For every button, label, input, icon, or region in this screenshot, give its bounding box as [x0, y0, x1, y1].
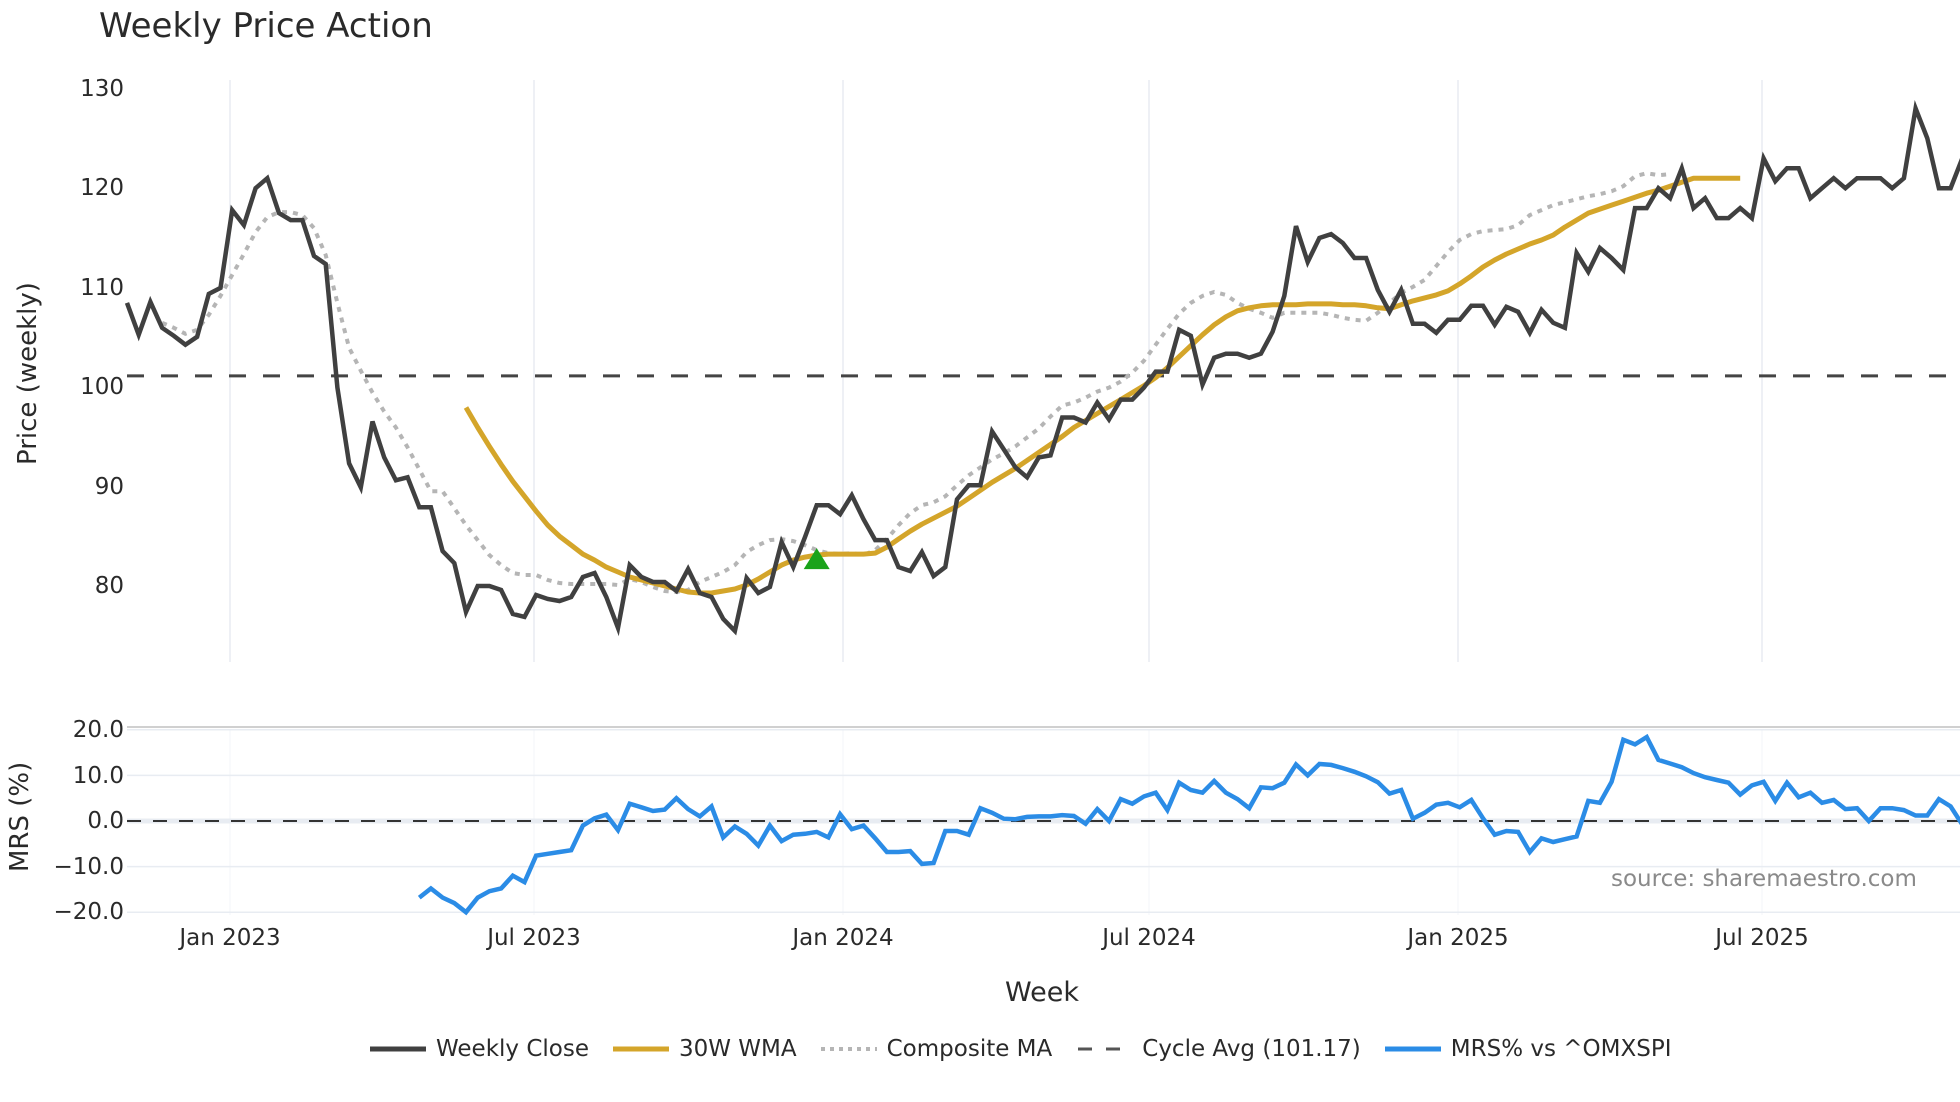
wma-line	[463, 175, 1741, 596]
legend-label: MRS% vs ^OMXSPI	[1450, 1036, 1672, 1062]
x-tick-jan-2024: Jan 2024	[792, 925, 894, 951]
legend-item-composite-ma[interactable]: Composite MA	[819, 1036, 1053, 1062]
legend-item-mrs[interactable]: MRS% vs ^OMXSPI	[1383, 1036, 1672, 1062]
mrs-tick-0: 0.0	[87, 808, 124, 834]
price-tick-130: 130	[80, 76, 124, 102]
x-tick-jan-2023: Jan 2023	[179, 925, 281, 951]
legend-label: 30W WMA	[678, 1036, 797, 1062]
solid-line-icon	[368, 1039, 428, 1059]
chart-title: Weekly Price Action	[99, 6, 433, 46]
legend-label: Cycle Avg (101.17)	[1142, 1036, 1361, 1062]
price-tick-100: 100	[80, 374, 124, 400]
legend-label: Composite MA	[886, 1036, 1053, 1062]
dashed-line-icon	[1074, 1039, 1134, 1059]
x-tick-jan-2025: Jan 2025	[1407, 925, 1509, 951]
legend-item-cycle-avg[interactable]: Cycle Avg (101.17)	[1074, 1036, 1361, 1062]
x-tick-jul-2023: Jul 2023	[487, 925, 581, 951]
buy-signal-triangle-icon	[803, 548, 830, 570]
price-axis-title: Price (weekly)	[13, 282, 43, 465]
mrs-tick-20: 20.0	[72, 717, 124, 743]
legend-label: Weekly Close	[436, 1036, 589, 1062]
legend-item-30w-wma[interactable]: 30W WMA	[611, 1036, 797, 1062]
legend: Weekly Close 30W WMA Composite MA Cycle …	[368, 1036, 1694, 1062]
price-tick-120: 120	[80, 175, 124, 201]
mrs-line	[417, 733, 1960, 916]
solid-line-icon	[611, 1039, 671, 1059]
x-axis-title: Week	[1005, 977, 1079, 1008]
mrs-tick-10: 10.0	[72, 763, 124, 789]
x-tick-jul-2024: Jul 2024	[1102, 925, 1196, 951]
mrs-tick-neg10: −10.0	[53, 854, 124, 880]
source-watermark: source: sharemaestro.com	[1611, 866, 1917, 892]
mrs-tick-neg20: −20.0	[53, 899, 124, 925]
solid-line-icon	[1383, 1039, 1443, 1059]
dotted-line-icon	[819, 1039, 879, 1059]
weekly-close-line	[124, 99, 1960, 637]
legend-item-weekly-close[interactable]: Weekly Close	[368, 1036, 589, 1062]
composite-ma-line	[161, 171, 1671, 595]
mrs-axis-title: MRS (%)	[5, 761, 35, 872]
x-tick-jul-2025: Jul 2025	[1715, 925, 1809, 951]
price-tick-80: 80	[94, 573, 124, 599]
price-tick-110: 110	[80, 275, 124, 301]
price-tick-90: 90	[94, 474, 124, 500]
